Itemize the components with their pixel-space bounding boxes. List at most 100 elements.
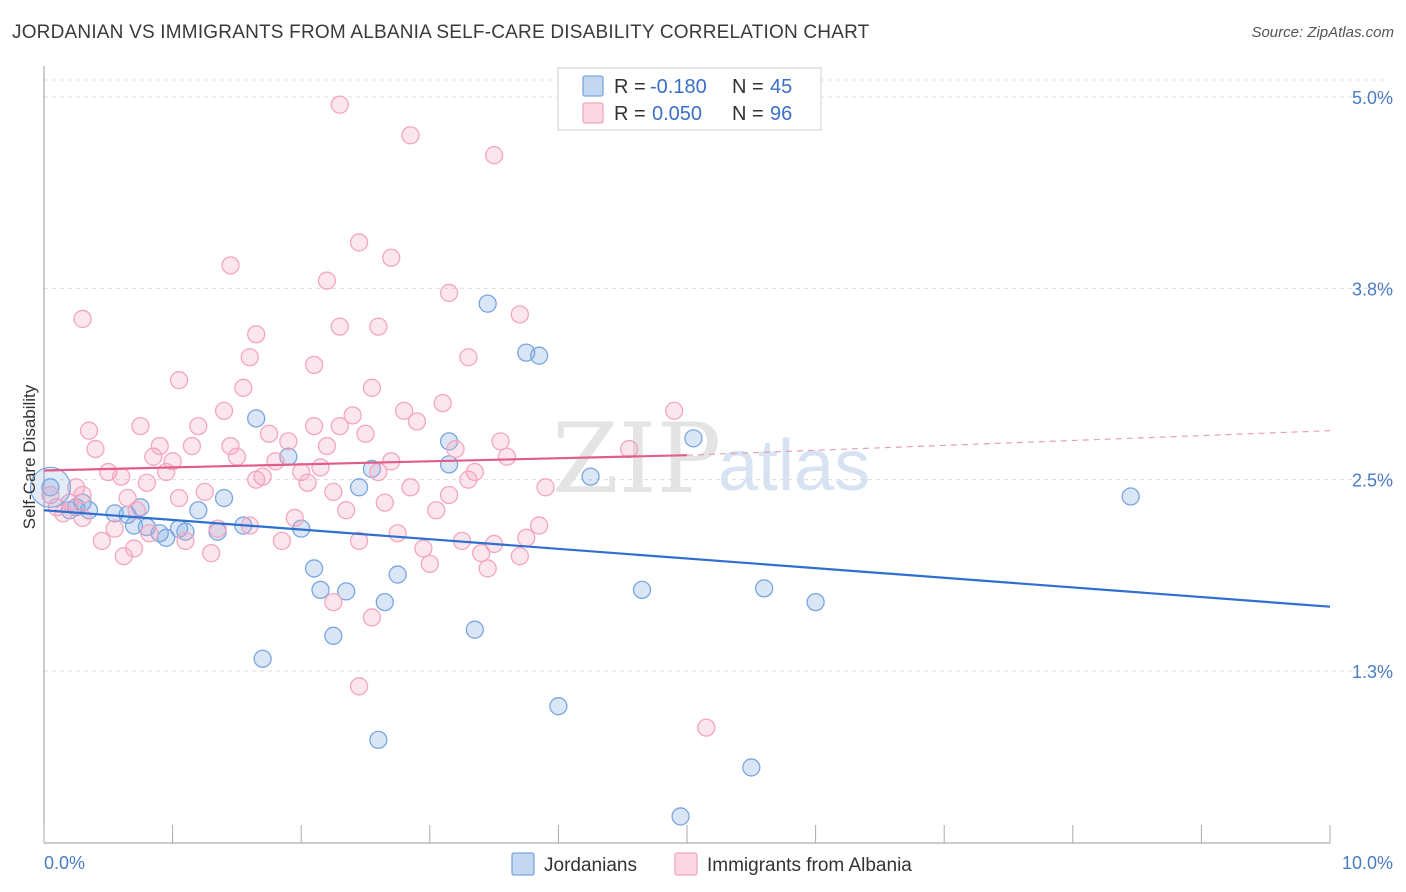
data-point (253, 649, 272, 668)
watermark-zip: ZIP (552, 403, 721, 515)
data-point (337, 501, 356, 520)
data-point (247, 325, 266, 344)
data-point (401, 478, 420, 497)
legend-r-value: -0.180 (650, 76, 707, 98)
data-point (234, 378, 253, 397)
data-point (459, 348, 478, 367)
data-point (304, 559, 324, 578)
data-point (221, 436, 240, 456)
data-point (304, 416, 324, 436)
data-point (465, 462, 484, 482)
legend-box: R = -0.180 N = 45 R = 0.050 N = 96 (557, 67, 822, 131)
data-point (324, 592, 343, 612)
x-tick-label-1: 10.0% (1342, 853, 1393, 873)
data-point (510, 305, 529, 324)
data-point (369, 730, 388, 750)
data-point (684, 429, 703, 448)
axes (43, 66, 1331, 844)
data-point (221, 256, 240, 275)
y-tick-label-0: 1.3% (1352, 662, 1393, 682)
trend-line-albania (43, 454, 688, 472)
data-point (189, 416, 208, 436)
data-point (240, 348, 259, 367)
legend-n-label: N = (732, 76, 764, 98)
legend-n-label: N = (732, 103, 764, 125)
legend-frame (557, 67, 822, 131)
legend-n-value: 96 (770, 103, 792, 125)
data-point (369, 317, 388, 336)
data-point (41, 478, 60, 497)
data-point (433, 393, 452, 413)
bottom-legend-swatch-albania (674, 852, 698, 876)
legend-r-label: R = (614, 76, 646, 98)
data-point (202, 543, 221, 563)
data-point (214, 488, 234, 508)
data-point (1121, 487, 1140, 506)
data-point (510, 547, 529, 566)
data-point (484, 146, 504, 165)
data-point (247, 409, 266, 428)
data-point (140, 524, 159, 543)
data-point (529, 346, 549, 365)
data-point (311, 458, 330, 477)
data-point (266, 452, 285, 471)
data-point (375, 493, 394, 512)
data-point (536, 478, 555, 497)
data-point (497, 447, 517, 466)
data-point (478, 559, 497, 578)
data-point (79, 421, 99, 440)
data-point (581, 467, 600, 486)
series-jordanians (41, 294, 1140, 826)
data-point (324, 626, 343, 645)
data-point (118, 488, 137, 508)
watermark-atlas: atlas (718, 426, 870, 506)
data-point (73, 485, 92, 505)
data-point (73, 309, 92, 329)
y-axis-label: Self-Care Disability (20, 384, 39, 529)
data-point (214, 401, 234, 420)
legend-swatch-jordanians (582, 75, 604, 97)
source-credit: Source: ZipAtlas.com (1251, 24, 1394, 41)
data-point (549, 697, 568, 716)
data-point (349, 677, 369, 696)
trend-layer (43, 430, 1331, 608)
data-point (517, 528, 536, 547)
legend-n-value: 45 (770, 76, 792, 98)
data-point (137, 473, 157, 492)
data-point (632, 580, 652, 600)
data-point (131, 416, 150, 436)
bottom-legend-swatch-jordanians (511, 852, 535, 876)
data-point (285, 508, 304, 528)
data-point (112, 467, 131, 486)
watermark: ZIP atlas (552, 403, 870, 515)
data-point (86, 439, 105, 459)
data-point (619, 439, 639, 459)
series-layer (29, 95, 1140, 826)
data-point (362, 378, 382, 397)
data-point (92, 531, 112, 551)
bottom-legend: Jordanians Immigrants from Albania (511, 852, 912, 876)
data-point (169, 488, 189, 508)
data-point (337, 582, 356, 601)
data-point (272, 531, 292, 551)
data-point (259, 424, 279, 443)
data-point (169, 371, 189, 390)
data-point (349, 233, 369, 252)
y-tick-label-1: 2.5% (1352, 471, 1393, 491)
data-point-large (29, 466, 72, 508)
legend-swatch-albania (582, 102, 604, 124)
legend-r-label: R = (614, 103, 646, 125)
data-point (349, 478, 369, 497)
data-point (176, 531, 195, 551)
x-tick-labels: 0.0% 10.0% (44, 853, 1393, 873)
series-albania (41, 95, 716, 737)
data-point (124, 539, 144, 558)
legend-row-albania: R = 0.050 N = 96 (582, 102, 792, 125)
y-tick-labels: 1.3% 2.5% 3.8% 5.0% (1352, 88, 1393, 682)
data-point (349, 531, 369, 551)
data-point (311, 580, 330, 600)
data-point (298, 473, 317, 492)
data-point (420, 554, 439, 574)
y-tick-label-3: 5.0% (1352, 88, 1393, 108)
